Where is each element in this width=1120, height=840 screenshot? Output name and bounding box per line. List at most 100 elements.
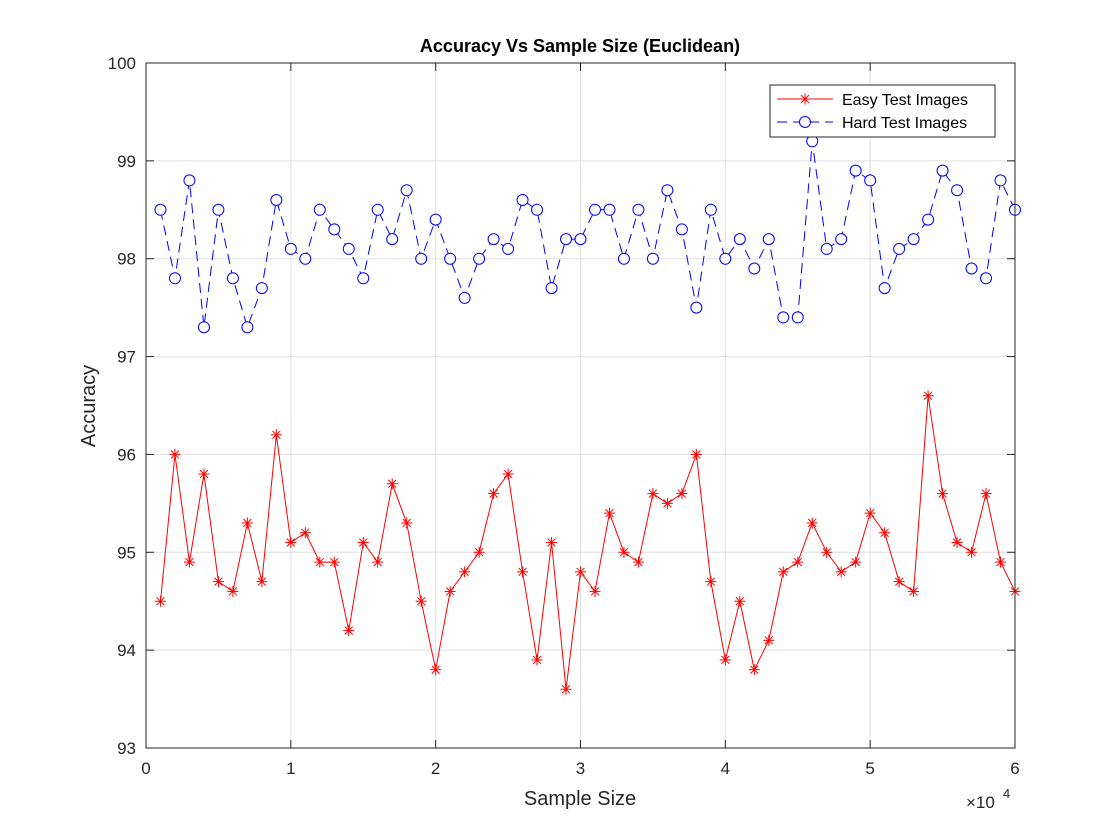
data-point-easy — [908, 585, 920, 597]
data-point-easy — [270, 429, 282, 441]
data-point-hard — [733, 233, 746, 246]
data-point-easy — [966, 546, 978, 558]
data-point-easy — [531, 654, 543, 666]
data-point-hard — [342, 242, 355, 255]
y-tick-label: 100 — [108, 54, 136, 73]
series-line-easy — [159, 395, 1016, 690]
asterisk-icon — [799, 93, 811, 105]
data-point-hard — [588, 203, 601, 216]
legend-entry-easy: Easy Test Images — [777, 92, 968, 109]
data-point-easy — [430, 664, 442, 676]
y-tick-label: 98 — [117, 250, 136, 269]
data-point-easy — [734, 595, 746, 607]
data-point-easy — [893, 576, 905, 588]
data-point-easy — [603, 507, 615, 519]
data-point-hard — [675, 223, 688, 236]
data-point-easy — [850, 556, 862, 568]
y-tick-label: 93 — [117, 739, 136, 758]
legend-box — [769, 84, 996, 138]
data-point-hard — [661, 184, 674, 197]
data-point-easy — [183, 556, 195, 568]
data-point-easy — [517, 566, 529, 578]
data-point-easy — [575, 566, 586, 578]
data-point-hard — [429, 213, 442, 226]
data-point-easy — [227, 585, 239, 597]
data-point-easy — [328, 556, 340, 568]
y-tick-label: 99 — [117, 152, 136, 171]
data-point-hard — [458, 291, 471, 304]
data-point-hard — [255, 282, 268, 295]
data-point-easy — [835, 566, 847, 578]
data-point-easy — [502, 468, 514, 480]
data-point-easy — [705, 576, 717, 588]
data-point-hard — [791, 311, 804, 324]
x-tick-label: 2 — [431, 759, 440, 778]
data-point-hard — [183, 174, 196, 187]
data-point-hard — [241, 321, 254, 334]
data-point-easy — [241, 517, 253, 529]
y-tick-label: 95 — [117, 543, 136, 562]
data-point-hard — [328, 223, 341, 236]
data-point-hard — [197, 321, 210, 334]
data-point-hard — [444, 252, 457, 265]
data-point-easy — [401, 517, 413, 529]
legend-label-easy: Easy Test Images — [842, 92, 968, 109]
data-point-hard — [922, 213, 935, 226]
data-point-hard — [820, 242, 833, 255]
data-point-easy — [212, 576, 224, 588]
legend-entry-hard: Hard Test Images — [777, 115, 967, 132]
data-point-hard — [646, 252, 659, 265]
data-point-hard — [270, 194, 283, 206]
data-point-easy — [792, 556, 804, 568]
legend-label-hard: Hard Test Images — [842, 115, 967, 132]
data-point-easy — [372, 556, 384, 568]
data-point-hard — [226, 272, 239, 285]
data-point-hard — [502, 242, 515, 255]
data-point-easy — [879, 527, 891, 539]
y-tick-label: 97 — [117, 348, 136, 367]
data-point-hard — [603, 203, 616, 216]
x-multiplier-exponent: 4 — [1003, 786, 1010, 801]
data-point-hard — [762, 233, 775, 246]
data-point-hard — [936, 164, 949, 177]
data-point-easy — [937, 488, 949, 500]
data-point-hard — [893, 242, 906, 255]
data-point-easy — [589, 585, 601, 597]
data-point-easy — [357, 537, 369, 548]
data-point-hard — [487, 233, 500, 246]
data-point-easy — [473, 546, 485, 558]
data-point-hard — [719, 252, 732, 265]
data-point-easy — [343, 625, 355, 637]
data-point-easy — [995, 556, 1007, 568]
data-point-hard — [849, 164, 862, 177]
x-tick-label: 1 — [286, 759, 295, 778]
y-axis-label: Accuracy — [78, 365, 100, 447]
data-point-hard — [574, 233, 587, 246]
data-point-easy — [285, 537, 297, 548]
data-point-hard — [994, 174, 1007, 187]
data-point-easy — [676, 488, 688, 500]
data-point-easy — [748, 664, 760, 676]
data-point-hard — [415, 252, 428, 265]
x-tick-label: 3 — [576, 759, 585, 778]
data-point-easy — [719, 654, 731, 666]
x-multiplier-base: ×10 — [966, 793, 995, 812]
data-point-easy — [821, 546, 833, 558]
data-point-easy — [169, 448, 181, 460]
data-point-easy — [459, 566, 471, 578]
data-point-hard — [835, 233, 848, 246]
data-point-hard — [965, 262, 978, 275]
data-point-easy — [618, 546, 630, 558]
data-point-easy — [256, 576, 268, 588]
data-point-hard — [632, 203, 645, 216]
data-point-hard — [386, 233, 399, 246]
x-tick-label: 0 — [141, 759, 150, 778]
legend: Easy Test Images Hard Test Images — [769, 84, 996, 138]
data-point-easy — [560, 683, 572, 695]
data-point-easy — [763, 634, 775, 646]
data-point-easy — [922, 390, 934, 402]
data-point-easy — [980, 488, 992, 500]
data-point-easy — [386, 478, 398, 490]
x-tick-label: 4 — [721, 759, 730, 778]
data-point-easy — [632, 556, 644, 568]
